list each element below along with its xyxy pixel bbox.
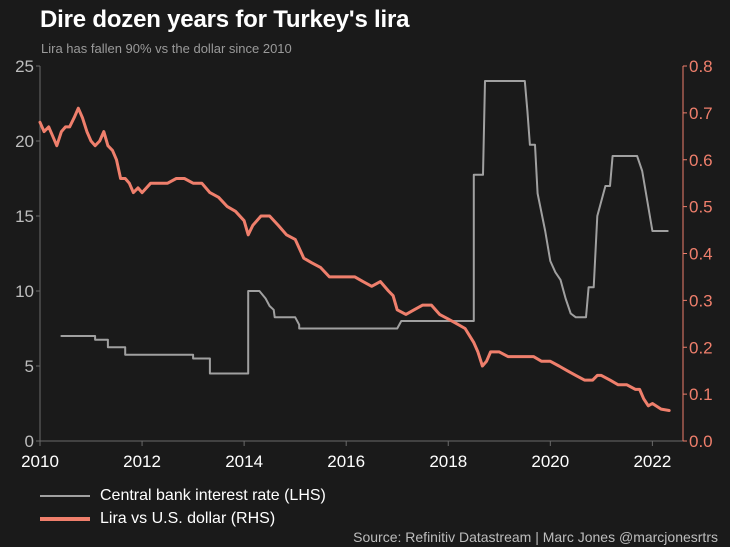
- chart-axes: 0 5 10 15 20 25 0.0 0.1 0.2 0.3 0.4 0.5 0.6 0.7 0.8 201…: [15, 57, 713, 471]
- left-axis-tick-label: 0: [25, 432, 34, 451]
- legend-item-rate: Central bank interest rate (LHS): [40, 484, 326, 507]
- source-note: Source: Refinitiv Datastream | Marc Jone…: [353, 529, 718, 545]
- left-axis-tick-label: 15: [15, 207, 34, 226]
- left-axis-tick-label: 25: [15, 57, 34, 76]
- page-subtitle: Lira has fallen 90% vs the dollar since …: [41, 41, 292, 56]
- right-axis-tick-label: 0.4: [689, 245, 713, 264]
- x-axis-tick-label: 2020: [531, 452, 569, 471]
- right-axis-tick-label: 0.7: [689, 104, 713, 123]
- x-axis-tick-label: 2014: [225, 452, 263, 471]
- right-axis-tick-label: 0.0: [689, 432, 713, 451]
- chart-legend: Central bank interest rate (LHS) Lira vs…: [40, 484, 326, 530]
- page-title: Dire dozen years for Turkey's lira: [40, 6, 410, 33]
- legend-swatch-rate: [40, 494, 90, 497]
- x-axis-tick-label: 2010: [21, 452, 59, 471]
- x-axis-tick-label: 2016: [327, 452, 365, 471]
- right-axis-tick-label: 0.3: [689, 291, 713, 310]
- chart-series: [38, 80, 671, 412]
- left-axis-tick-label: 10: [15, 282, 34, 301]
- right-axis-tick-label: 0.8: [689, 57, 713, 76]
- right-axis-tick-label: 0.6: [689, 151, 713, 170]
- legend-label-rate: Central bank interest rate (LHS): [100, 486, 326, 504]
- left-axis-tick-label: 20: [15, 132, 34, 151]
- legend-item-lira: Lira vs U.S. dollar (RHS): [40, 507, 326, 530]
- series-line-lira: [38, 106, 671, 412]
- series-line-interest-rate: [60, 80, 669, 375]
- legend-label-lira: Lira vs U.S. dollar (RHS): [100, 509, 276, 527]
- x-axis-tick-label: 2022: [633, 452, 671, 471]
- right-axis-tick-label: 0.1: [689, 385, 713, 404]
- right-axis-tick-label: 0.5: [689, 198, 713, 217]
- left-axis-tick-label: 5: [25, 357, 34, 376]
- x-axis-tick-label: 2018: [429, 452, 467, 471]
- x-axis-tick-label: 2012: [123, 452, 161, 471]
- legend-swatch-lira: [40, 516, 90, 521]
- right-axis-tick-label: 0.2: [689, 338, 713, 357]
